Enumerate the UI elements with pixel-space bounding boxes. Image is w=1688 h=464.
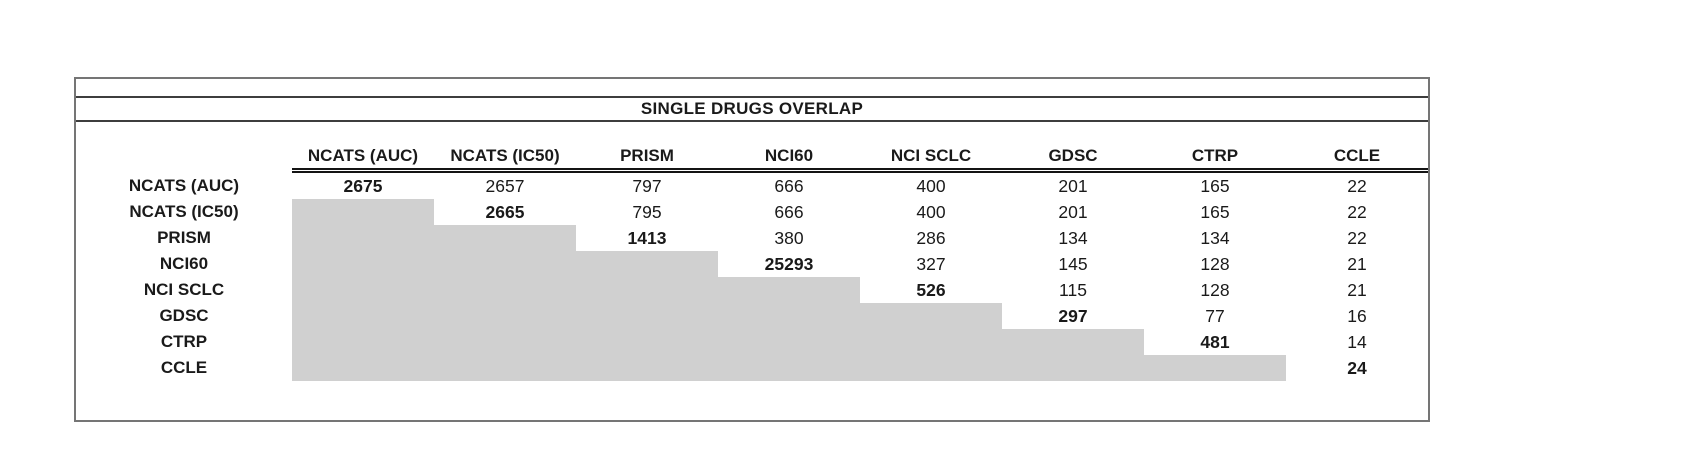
matrix-cell-r1-c7: 22	[1347, 201, 1367, 222]
matrix-cell-r0-c5: 201	[1058, 175, 1088, 196]
matrix-cell-r0-c4: 400	[916, 175, 946, 196]
matrix-cell-r2-c1	[434, 225, 576, 251]
matrix-cell-r7-c0	[292, 355, 434, 381]
matrix-cell-r6-c2	[576, 329, 718, 355]
matrix-cell-r4-c2	[576, 277, 718, 303]
matrix-cell-r4-c4: 526	[916, 279, 946, 300]
col-header-prism: PRISM	[576, 122, 718, 173]
matrix-cell-r0-c0: 2675	[343, 175, 383, 196]
matrix-cell-r3-c0	[292, 251, 434, 277]
matrix-cell-r5-c4	[860, 303, 1002, 329]
matrix-cell-r2-c5: 134	[1058, 227, 1088, 248]
matrix-cell-r5-c6: 77	[1205, 305, 1225, 326]
matrix-cell-r2-c7: 22	[1347, 227, 1367, 248]
matrix-cell-r5-c2	[576, 303, 718, 329]
matrix-cell-r7-c6	[1144, 355, 1286, 381]
overlap-matrix: NCATS (AUC) NCATS (IC50) PRISM NCI60 NCI SCL…	[76, 122, 1428, 381]
matrix-cell-r6-c3	[718, 329, 860, 355]
matrix-cell-r1-c0	[292, 199, 434, 225]
matrix-cell-r5-c0	[292, 303, 434, 329]
table-title: SINGLE DRUGS OVERLAP	[76, 98, 1428, 122]
matrix-corner-cell	[76, 122, 292, 173]
empty-top-band	[76, 79, 1428, 98]
matrix-cell-r0-c7: 22	[1347, 175, 1367, 196]
matrix-cell-r5-c7: 16	[1347, 305, 1367, 326]
matrix-cell-r5-c1	[434, 303, 576, 329]
matrix-cell-r4-c0	[292, 277, 434, 303]
matrix-cell-r0-c3: 666	[774, 175, 804, 196]
matrix-cell-r6-c0	[292, 329, 434, 355]
row-header-ccle: CCLE	[160, 358, 208, 377]
row-header-nci60: NCI60	[159, 254, 209, 273]
matrix-cell-r6-c5	[1002, 329, 1144, 355]
matrix-cell-r4-c1	[434, 277, 576, 303]
matrix-cell-r3-c6: 128	[1200, 253, 1230, 274]
matrix-cell-r2-c3: 380	[774, 227, 804, 248]
matrix-cell-r3-c5: 145	[1058, 253, 1088, 274]
matrix-cell-r7-c4	[860, 355, 1002, 381]
matrix-cell-r1-c5: 201	[1058, 201, 1088, 222]
matrix-cell-r2-c4: 286	[916, 227, 946, 248]
row-header-ncats-auc: NCATS (AUC)	[128, 176, 240, 195]
matrix-cell-r6-c6: 481	[1200, 331, 1230, 352]
col-header-ctrp: CTRP	[1144, 122, 1286, 173]
col-header-ccle: CCLE	[1286, 122, 1428, 173]
matrix-cell-r1-c2: 795	[632, 201, 662, 222]
matrix-cell-r6-c4	[860, 329, 1002, 355]
matrix-cell-r1-c3: 666	[774, 201, 804, 222]
matrix-cell-r1-c6: 165	[1200, 201, 1230, 222]
matrix-cell-r1-c4: 400	[916, 201, 946, 222]
row-header-ncats-ic50: NCATS (IC50)	[129, 202, 239, 221]
matrix-cell-r7-c7: 24	[1347, 357, 1367, 378]
matrix-cell-r7-c1	[434, 355, 576, 381]
matrix-cell-r3-c4: 327	[916, 253, 946, 274]
matrix-cell-r4-c5: 115	[1059, 279, 1087, 300]
matrix-cell-r3-c3: 25293	[764, 253, 814, 274]
matrix-cell-r2-c0	[292, 225, 434, 251]
row-header-ctrp: CTRP	[160, 332, 208, 351]
matrix-cell-r6-c7: 14	[1347, 331, 1367, 352]
matrix-cell-r5-c3	[718, 303, 860, 329]
row-header-nci-sclc: NCI SCLC	[143, 280, 225, 299]
matrix-cell-r4-c6: 128	[1200, 279, 1230, 300]
matrix-cell-r3-c2	[576, 251, 718, 277]
matrix-cell-r7-c2	[576, 355, 718, 381]
row-header-prism: PRISM	[157, 228, 211, 247]
matrix-cell-r3-c7: 21	[1347, 253, 1367, 274]
matrix-cell-r2-c2: 1413	[627, 227, 667, 248]
matrix-cell-r6-c1	[434, 329, 576, 355]
col-header-ncats-auc: NCATS (AUC)	[292, 122, 434, 173]
matrix-cell-r1-c1: 2665	[485, 201, 525, 222]
matrix-cell-r4-c7: 21	[1347, 279, 1367, 300]
matrix-cell-r0-c2: 797	[632, 175, 662, 196]
matrix-cell-r7-c5	[1002, 355, 1144, 381]
matrix-cell-r5-c5: 297	[1058, 305, 1088, 326]
matrix-cell-r3-c1	[434, 251, 576, 277]
matrix-cell-r0-c1: 2657	[485, 175, 525, 196]
col-header-nci60: NCI60	[718, 122, 860, 173]
col-header-nci-sclc: NCI SCLC	[860, 122, 1002, 173]
col-header-ncats-ic50: NCATS (IC50)	[434, 122, 576, 173]
matrix-cell-r4-c3	[718, 277, 860, 303]
matrix-cell-r7-c3	[718, 355, 860, 381]
row-header-gdsc: GDSC	[159, 306, 209, 325]
matrix-cell-r0-c6: 165	[1200, 175, 1230, 196]
col-header-gdsc: GDSC	[1002, 122, 1144, 173]
single-drugs-overlap-panel: SINGLE DRUGS OVERLAP NCATS (AUC) NCATS (I…	[74, 77, 1430, 422]
matrix-cell-r2-c6: 134	[1200, 227, 1230, 248]
